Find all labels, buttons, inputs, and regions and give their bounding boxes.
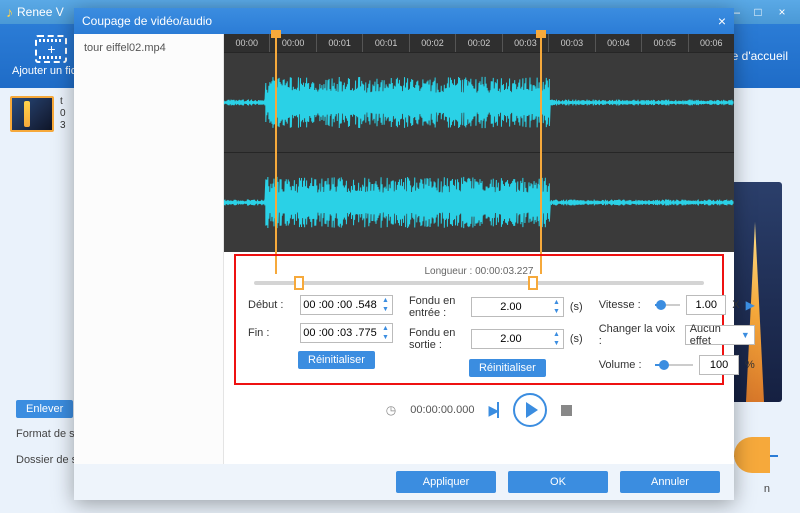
chevron-down-icon: ▼ [741, 330, 750, 340]
voice-combo[interactable]: Aucun effet ▼ [685, 325, 755, 345]
settings-panel: Longueur : 00:00:03.227 Début : ▲▼ [234, 254, 724, 385]
spin-up-icon[interactable]: ▲ [379, 296, 392, 305]
fadeout-input[interactable]: ▲▼ [471, 329, 564, 349]
app-icon: ♪ [6, 4, 13, 20]
end-time-input[interactable]: ▲▼ [300, 323, 393, 343]
clock-icon: ◷ [386, 403, 396, 417]
waveform-bottom [224, 153, 734, 252]
spin-down-icon[interactable]: ▼ [550, 339, 563, 348]
reset-fade-button[interactable]: Réinitialiser [469, 359, 546, 377]
spin-up-icon[interactable]: ▲ [379, 324, 392, 333]
preview-speed-icon[interactable]: ▶ [746, 298, 755, 312]
volume-unit: % [745, 359, 755, 371]
volume-value-input[interactable] [699, 355, 739, 375]
fadeout-label: Fondu en sortie : [409, 327, 465, 351]
waveform-top [224, 53, 734, 152]
spin-down-icon[interactable]: ▼ [379, 333, 392, 342]
bg-n-label: n [764, 483, 770, 495]
fadein-input[interactable]: ▲▼ [471, 297, 564, 317]
ok-button[interactable]: OK [508, 471, 608, 493]
end-time-field[interactable] [301, 327, 379, 339]
app-title: Renee V [17, 5, 64, 19]
volume-label: Volume : [599, 359, 649, 371]
reset-time-button[interactable]: Réinitialiser [298, 351, 375, 369]
scrub-handle-right[interactable] [528, 276, 538, 290]
maximize-button[interactable]: □ [746, 5, 770, 19]
dialog-titlebar: Coupage de vidéo/audio × [74, 8, 734, 34]
play-button[interactable] [513, 393, 547, 427]
selection-handle-right[interactable] [540, 34, 542, 274]
scrub-handle-left[interactable] [294, 276, 304, 290]
filmstrip-icon: + [35, 35, 67, 63]
trim-dialog: Coupage de vidéo/audio × tour eiffel02.m… [74, 8, 734, 500]
voice-label: Changer la voix : [599, 323, 679, 347]
spin-down-icon[interactable]: ▼ [550, 307, 563, 316]
output-folder-label: Dossier de s [16, 447, 77, 473]
dialog-title: Coupage de vidéo/audio [82, 14, 212, 28]
stop-button[interactable] [561, 405, 572, 416]
apply-button[interactable]: Appliquer [396, 471, 496, 493]
volume-slider[interactable] [655, 358, 693, 372]
output-format-label: Format de s [16, 421, 77, 447]
speed-unit: X [732, 299, 739, 311]
cancel-button[interactable]: Annuler [620, 471, 720, 493]
start-label: Début : [248, 299, 294, 311]
scrub-track[interactable] [254, 281, 704, 285]
seconds-unit: (s) [570, 301, 583, 313]
spin-up-icon[interactable]: ▲ [550, 298, 563, 307]
voice-value: Aucun effet [690, 323, 721, 347]
play-icon [526, 402, 538, 418]
close-button[interactable]: × [770, 5, 794, 19]
dialog-close-button[interactable]: × [718, 13, 726, 29]
end-label: Fin : [248, 327, 294, 339]
dialog-footer: Appliquer OK Annuler [74, 464, 734, 500]
speed-value-input[interactable] [686, 295, 726, 315]
spin-down-icon[interactable]: ▼ [379, 305, 392, 314]
goto-start-button[interactable]: ▶ [488, 402, 499, 419]
file-list-item[interactable]: tour eiffel02.mp4 [84, 42, 213, 54]
speed-slider[interactable] [655, 298, 681, 312]
seconds-unit: (s) [570, 333, 583, 345]
selection-handle-left[interactable] [275, 34, 277, 274]
bg-action-button[interactable] [734, 437, 770, 473]
start-time-input[interactable]: ▲▼ [300, 295, 393, 315]
fadein-field[interactable] [472, 301, 550, 313]
current-time: 00:00:00.000 [410, 404, 474, 416]
length-label: Longueur : 00:00:03.227 [248, 266, 710, 277]
fadeout-field[interactable] [472, 333, 550, 345]
start-time-field[interactable] [301, 299, 379, 311]
file-thumbnail [10, 96, 54, 132]
spin-up-icon[interactable]: ▲ [550, 330, 563, 339]
speed-label: Vitesse : [599, 299, 649, 311]
remove-file-button[interactable]: Enlever [16, 400, 73, 418]
playback-bar: ◷ 00:00:00.000 ▶ [224, 385, 734, 435]
waveform-area[interactable]: 00:0000:0000:0100:0100:0200:0200:0300:03… [224, 34, 734, 252]
fadein-label: Fondu en entrée : [409, 295, 465, 319]
time-ruler: 00:0000:0000:0100:0100:0200:0200:0300:03… [224, 34, 734, 52]
dialog-file-list: tour eiffel02.mp4 [74, 34, 224, 464]
file-meta: t 0 3 [60, 96, 66, 132]
